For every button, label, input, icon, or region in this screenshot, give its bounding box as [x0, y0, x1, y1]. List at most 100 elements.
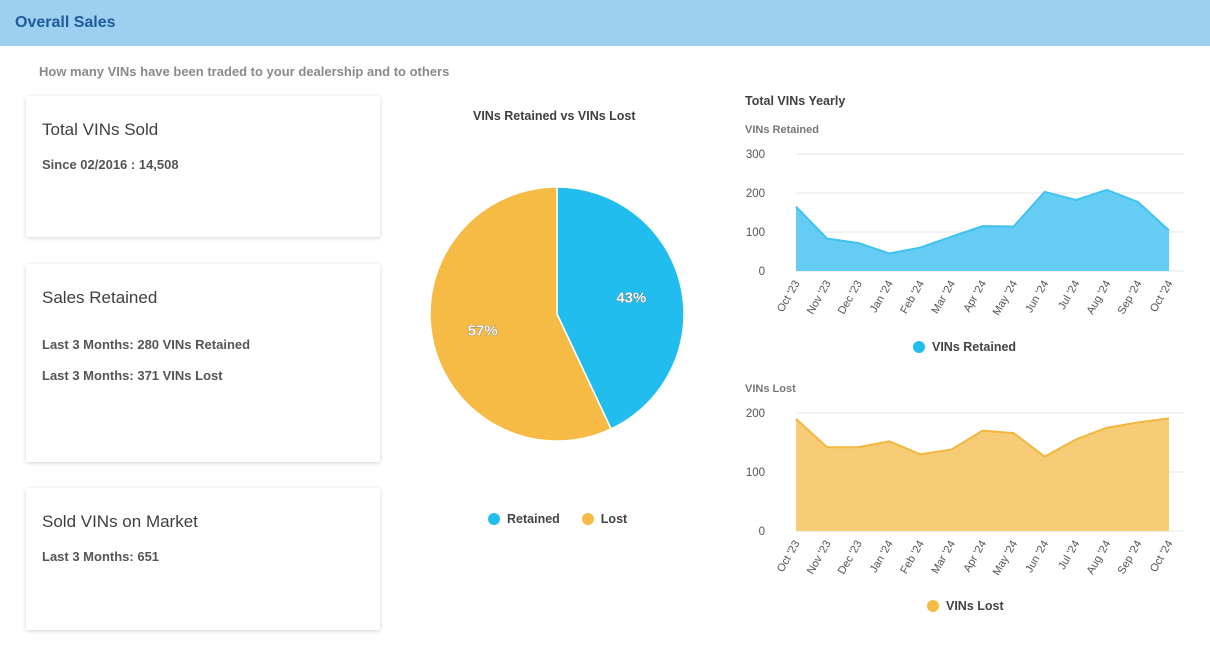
data-point[interactable]: [917, 245, 923, 251]
x-tick-label: Mar '24: [929, 539, 958, 576]
x-tick-label: Sep '24: [1116, 279, 1145, 317]
pie-slice-label: 43%: [616, 289, 646, 306]
data-point[interactable]: [948, 447, 954, 453]
page-header: Overall Sales: [0, 0, 1210, 46]
legend-label: VINs Retained: [932, 340, 1017, 354]
data-point[interactable]: [1042, 454, 1048, 460]
legend-label: VINs Lost: [946, 599, 1004, 613]
data-point[interactable]: [855, 444, 861, 450]
y-tick-label: 100: [746, 467, 765, 479]
x-tick-label: Dec '23: [836, 279, 865, 317]
x-tick-label: Jun '24: [1023, 279, 1051, 315]
x-tick-label: Nov '23: [805, 279, 834, 317]
data-point[interactable]: [1135, 419, 1141, 425]
pie-slice-lost[interactable]: [429, 186, 613, 442]
card-stat: Last 3 Months: 371 VINs Lost: [42, 368, 223, 383]
x-tick-label: Jul '24: [1056, 539, 1082, 572]
page-subtitle: How many VINs have been traded to your d…: [39, 64, 450, 79]
data-point[interactable]: [1166, 415, 1172, 421]
legend-item-vins-lost[interactable]: VINs Lost: [927, 599, 1004, 613]
sold-vins-on-market-card: Sold VINs on Market Last 3 Months: 651: [26, 488, 380, 630]
card-stat: Last 3 Months: 280 VINs Retained: [42, 337, 251, 352]
pie-legend: Retained Lost: [488, 512, 627, 526]
area-fill: [796, 418, 1169, 531]
x-tick-label: Feb '24: [898, 279, 927, 316]
data-point[interactable]: [855, 240, 861, 246]
data-point[interactable]: [948, 234, 954, 240]
retained-area-chart: 300 200 100 0 Oct '23 Nov '23 Dec '23 Jan '24 Fe…: [746, 149, 1184, 318]
x-tick-label: Aug '24: [1085, 539, 1114, 577]
x-tick-label: Jun '24: [1023, 539, 1051, 575]
y-tick-label: 200: [746, 408, 765, 420]
x-tick-label: Jul '24: [1056, 279, 1082, 312]
x-tick-label: Apr '24: [961, 539, 989, 575]
pie-slice-retained[interactable]: [556, 186, 685, 430]
sales-retained-card: Sales Retained Last 3 Months: 280 VINs R…: [26, 264, 380, 462]
area-fill: [796, 189, 1169, 271]
data-point[interactable]: [1104, 425, 1110, 431]
x-tick-label: Nov '23: [805, 539, 834, 577]
legend-label: Retained: [507, 512, 560, 526]
lost-legend: VINs Lost: [927, 599, 1004, 613]
data-point[interactable]: [1104, 187, 1110, 193]
card-title: Sold VINs on Market: [42, 512, 198, 531]
lost-area-chart: 200 100 0 Oct '23 Nov '23 Dec '23 Jan '24 Feb '…: [746, 408, 1184, 578]
x-tick-label: Dec '23: [836, 539, 865, 577]
area-line: [795, 188, 1170, 255]
retained-legend: VINs Retained: [913, 340, 1016, 354]
x-tick-label: Sep '24: [1116, 539, 1145, 577]
retained-chart-label: VINs Retained: [745, 124, 819, 136]
legend-item-lost[interactable]: Lost: [581, 512, 628, 526]
data-point[interactable]: [793, 416, 799, 422]
legend-item-retained[interactable]: Retained: [488, 512, 560, 526]
y-tick-label: 0: [759, 526, 765, 538]
data-point[interactable]: [793, 204, 799, 210]
area-line: [795, 417, 1170, 458]
y-tick-label: 100: [746, 227, 765, 239]
yearly-chart-title: Total VINs Yearly: [745, 94, 846, 108]
data-point[interactable]: [1073, 197, 1079, 203]
total-vins-sold-card: Total VINs Sold Since 02/2016 : 14,508: [26, 96, 380, 237]
pie-chart-title: VINs Retained vs VINs Lost: [473, 109, 636, 123]
legend-label: Lost: [600, 512, 628, 526]
card-title: Total VINs Sold: [42, 120, 159, 139]
x-tick-label: Aug '24: [1085, 279, 1114, 317]
x-tick-label: May '24: [991, 539, 1020, 578]
y-tick-label: 300: [746, 149, 765, 161]
legend-item-vins-retained[interactable]: VINs Retained: [913, 340, 1016, 354]
data-point[interactable]: [824, 444, 830, 450]
data-point[interactable]: [824, 236, 830, 242]
data-point[interactable]: [1166, 227, 1172, 233]
data-point[interactable]: [917, 451, 923, 457]
data-point[interactable]: [980, 428, 986, 434]
data-point[interactable]: [1011, 430, 1017, 436]
card-title: Sales Retained: [42, 288, 158, 307]
x-tick-label: Feb '24: [898, 539, 927, 576]
x-tick-label: May '24: [991, 279, 1020, 318]
data-point[interactable]: [1042, 189, 1048, 195]
data-point[interactable]: [886, 438, 892, 444]
y-tick-label: 200: [746, 188, 765, 200]
x-tick-label: Oct '24: [1148, 539, 1176, 575]
lost-chart-label: VINs Lost: [745, 383, 796, 395]
card-stat: Since 02/2016 : 14,508: [42, 157, 179, 172]
x-tick-label: Mar '24: [929, 279, 958, 316]
x-tick-label: Jan '24: [868, 539, 896, 575]
x-tick-label: Oct '23: [775, 539, 803, 575]
card-stat: Last 3 Months: 651: [42, 549, 160, 564]
legend-dot: [927, 600, 939, 612]
y-tick-label: 0: [759, 266, 765, 278]
pie-chart: 43% 57%: [429, 186, 685, 442]
data-point[interactable]: [980, 223, 986, 229]
legend-dot: [488, 513, 500, 525]
page-title: Overall Sales: [15, 14, 116, 31]
pie-slice-label: 57%: [468, 323, 498, 340]
data-point[interactable]: [1011, 224, 1017, 230]
x-tick-label: Jan '24: [868, 279, 896, 315]
x-tick-label: Apr '24: [961, 279, 989, 315]
data-point[interactable]: [886, 250, 892, 256]
data-point[interactable]: [1135, 199, 1141, 205]
x-tick-label: Oct '24: [1148, 279, 1176, 315]
data-point[interactable]: [1073, 437, 1079, 443]
legend-dot: [913, 341, 925, 353]
